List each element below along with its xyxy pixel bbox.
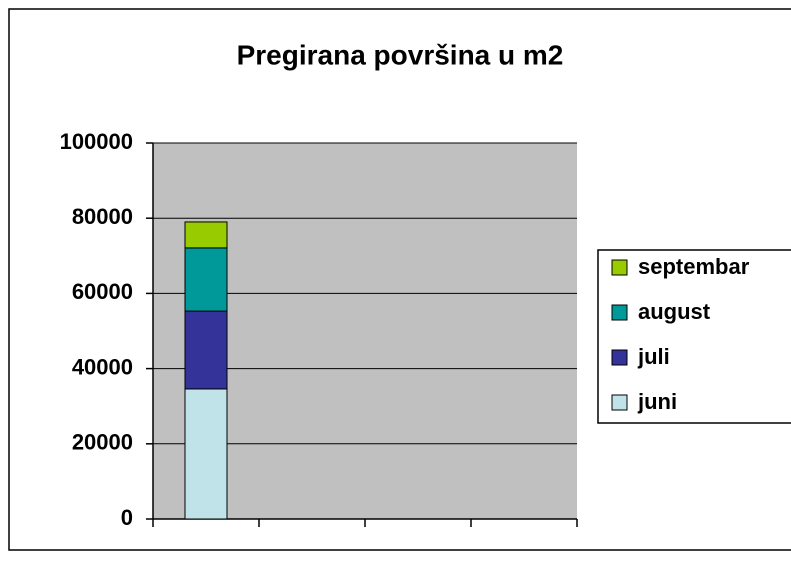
y-tick-label: 80000: [72, 204, 133, 229]
legend-swatch: [611, 349, 628, 366]
legend-swatch: [611, 304, 628, 321]
bar-segment: [184, 388, 228, 520]
bar-segment: [184, 310, 228, 390]
y-tick-label: 40000: [72, 354, 133, 379]
legend-label: juli: [637, 344, 670, 369]
legend-label: august: [638, 299, 711, 324]
bar-segment: [184, 247, 228, 312]
legend-label: septembar: [638, 254, 750, 279]
y-tick-label: 20000: [72, 430, 133, 455]
y-tick-label: 100000: [60, 129, 133, 154]
legend-swatch: [611, 259, 628, 276]
legend-label: juni: [637, 389, 677, 414]
bar-segment: [184, 221, 228, 249]
legend-box: [597, 249, 791, 424]
legend-swatch: [611, 394, 628, 411]
y-tick-label: 60000: [72, 279, 133, 304]
y-tick-label: 0: [121, 505, 133, 530]
chart-title: Pregirana površina u m2: [237, 39, 564, 70]
